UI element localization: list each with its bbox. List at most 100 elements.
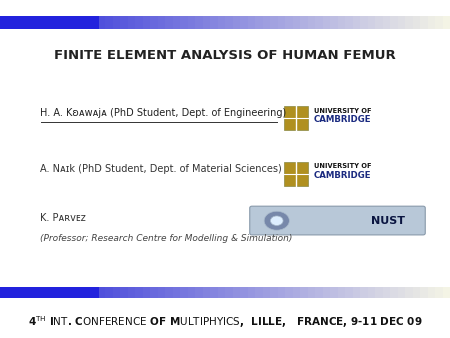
Bar [210,16,217,29]
Bar [127,287,135,298]
Bar [53,287,60,298]
Bar [195,16,202,29]
Bar [90,287,98,298]
Bar [375,287,382,298]
Text: CAMBRIDGE: CAMBRIDGE [314,171,372,180]
Bar [233,287,240,298]
Bar [330,16,338,29]
Bar [368,16,375,29]
Bar [278,16,285,29]
Bar [300,16,307,29]
Bar [405,16,413,29]
Bar [285,16,293,29]
Bar [338,287,345,298]
Bar [345,287,352,298]
Bar [420,287,428,298]
Bar [278,287,285,298]
Bar [0,287,99,298]
Bar [360,287,368,298]
Bar [53,16,60,29]
Bar [225,287,233,298]
Bar [75,16,82,29]
Bar [368,287,375,298]
Text: UNIVERSITY OF: UNIVERSITY OF [314,163,372,169]
Bar [360,16,368,29]
Bar [15,287,22,298]
Bar [98,287,105,298]
Text: NUST: NUST [371,216,405,226]
Bar [0,16,99,29]
Bar [352,287,360,298]
Bar [120,287,127,298]
Text: A. Nᴀɪk (PhD Student, Dept. of Material Sciences): A. Nᴀɪk (PhD Student, Dept. of Material … [40,164,282,174]
Bar [435,16,442,29]
Bar [262,287,270,298]
Bar [30,287,37,298]
Bar [292,287,300,298]
Text: H. A. Kʚᴀwᴀjᴀ (PhD Student, Dept. of Engineering): H. A. Kʚᴀwᴀjᴀ (PhD Student, Dept. of Eng… [40,108,287,118]
Bar [397,16,405,29]
Bar [217,287,225,298]
Bar [112,16,120,29]
Bar [120,16,127,29]
Bar [435,287,442,298]
Bar [428,16,435,29]
Bar [172,16,180,29]
Bar [105,16,112,29]
Bar [180,287,188,298]
Bar [172,287,180,298]
Bar [300,287,307,298]
Bar [285,287,293,298]
Bar [90,16,98,29]
Bar [390,287,397,298]
Text: 4$^{\mathrm{TH}}$ I$\mathrm{NT}$. C$\mathrm{ONFERENCE}$ OF M$\mathrm{ULTIPHYICS}: 4$^{\mathrm{TH}}$ I$\mathrm{NT}$. C$\mat… [28,314,422,330]
Bar [255,287,262,298]
Bar [180,16,188,29]
Bar [405,287,413,298]
Text: FINITE ELEMENT ANALYSIS OF HUMAN FEMUR: FINITE ELEMENT ANALYSIS OF HUMAN FEMUR [54,49,396,62]
Bar [60,287,68,298]
Bar [323,16,330,29]
Bar [22,16,30,29]
Bar [0,287,8,298]
Bar [158,16,165,29]
Bar [225,16,233,29]
Bar [143,16,150,29]
Bar [442,16,450,29]
Bar [330,287,338,298]
Bar [315,287,323,298]
Text: UNIVERSITY OF: UNIVERSITY OF [314,107,372,114]
Bar [45,287,53,298]
Bar [240,16,248,29]
Bar [75,287,82,298]
Bar [240,287,248,298]
Bar [307,16,315,29]
Bar [428,287,435,298]
Text: (Professor; Research Centre for Modelling & Simulation): (Professor; Research Centre for Modellin… [40,234,293,243]
Bar [375,16,382,29]
Bar [0,16,8,29]
Bar [0,298,450,338]
Text: CAMBRIDGE: CAMBRIDGE [314,116,372,124]
Bar [8,16,15,29]
Bar [338,16,345,29]
Bar [390,16,397,29]
Bar [68,287,75,298]
Bar [143,287,150,298]
Bar [307,287,315,298]
Bar [45,16,53,29]
FancyBboxPatch shape [250,206,425,235]
Bar [217,16,225,29]
Bar [210,287,217,298]
Bar [30,16,37,29]
Bar [442,287,450,298]
Circle shape [264,211,289,230]
Bar [352,16,360,29]
Bar [262,16,270,29]
Bar [105,287,112,298]
Bar [165,287,172,298]
Bar [135,16,143,29]
Bar [188,287,195,298]
Bar [270,287,278,298]
Bar [98,16,105,29]
